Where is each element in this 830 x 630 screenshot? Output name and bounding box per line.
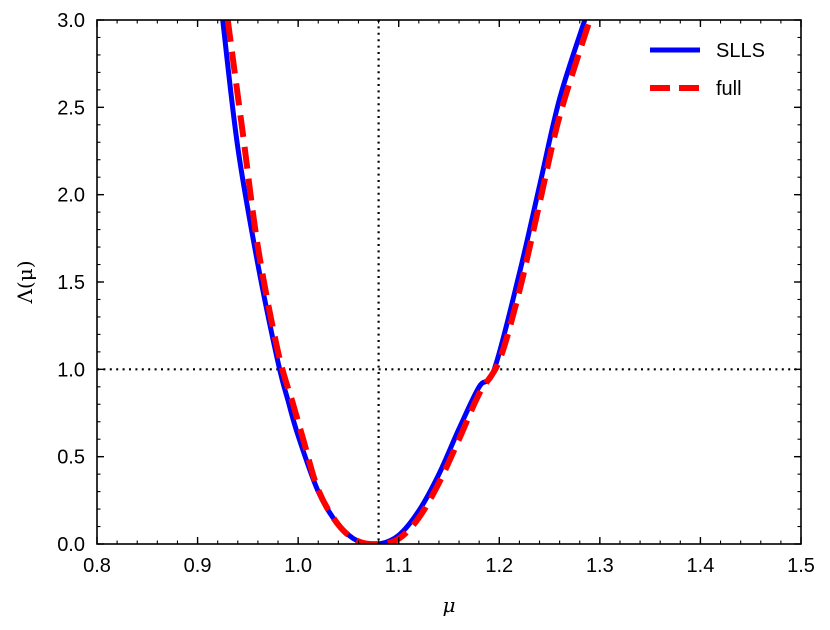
x-tick-label: 1.3 — [586, 555, 614, 577]
x-tick-label: 1.5 — [787, 555, 815, 577]
y-tick-label: 1.0 — [57, 359, 85, 381]
legend-label-full: full — [716, 78, 742, 100]
y-tick-label: 0.0 — [57, 534, 85, 556]
series-line-slls — [220, 20, 588, 544]
tick-labels: 0.8 0.9 1.0 1.1 1.2 1.3 1.4 1.5 0.0 0.5 1.0 1.5 2.0 2… — [57, 10, 815, 577]
x-axis-label: μ — [443, 593, 456, 617]
x-tick-label: 1.4 — [687, 555, 715, 577]
x-tick-label: 1.1 — [385, 555, 413, 577]
y-tick-label: 1.5 — [57, 272, 85, 294]
axis-ticks — [96, 19, 802, 545]
y-tick-label: 2.5 — [57, 97, 85, 119]
y-axis-label: Λ(μ) — [13, 260, 37, 304]
reference-lines — [97, 20, 801, 544]
y-tick-label: 3.0 — [57, 10, 85, 32]
x-tick-label: 0.9 — [184, 555, 212, 577]
x-tick-label: 0.8 — [83, 555, 111, 577]
legend: SLLS full — [650, 40, 765, 100]
y-tick-label: 0.5 — [57, 447, 85, 469]
x-tick-label: 1.2 — [485, 555, 513, 577]
series-line-full — [224, 20, 593, 544]
legend-label-slls: SLLS — [716, 40, 765, 62]
y-tick-label: 2.0 — [57, 185, 85, 207]
series-group — [220, 20, 593, 544]
x-tick-label: 1.0 — [284, 555, 312, 577]
